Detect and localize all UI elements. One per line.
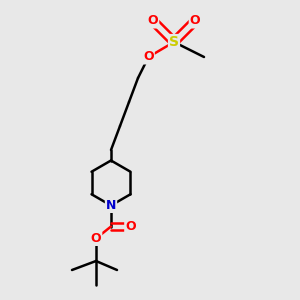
Text: S: S bbox=[169, 35, 179, 49]
Text: O: O bbox=[143, 50, 154, 64]
Text: O: O bbox=[125, 220, 136, 233]
Text: N: N bbox=[106, 199, 116, 212]
Text: O: O bbox=[91, 232, 101, 245]
Text: O: O bbox=[190, 14, 200, 28]
Text: O: O bbox=[148, 14, 158, 28]
